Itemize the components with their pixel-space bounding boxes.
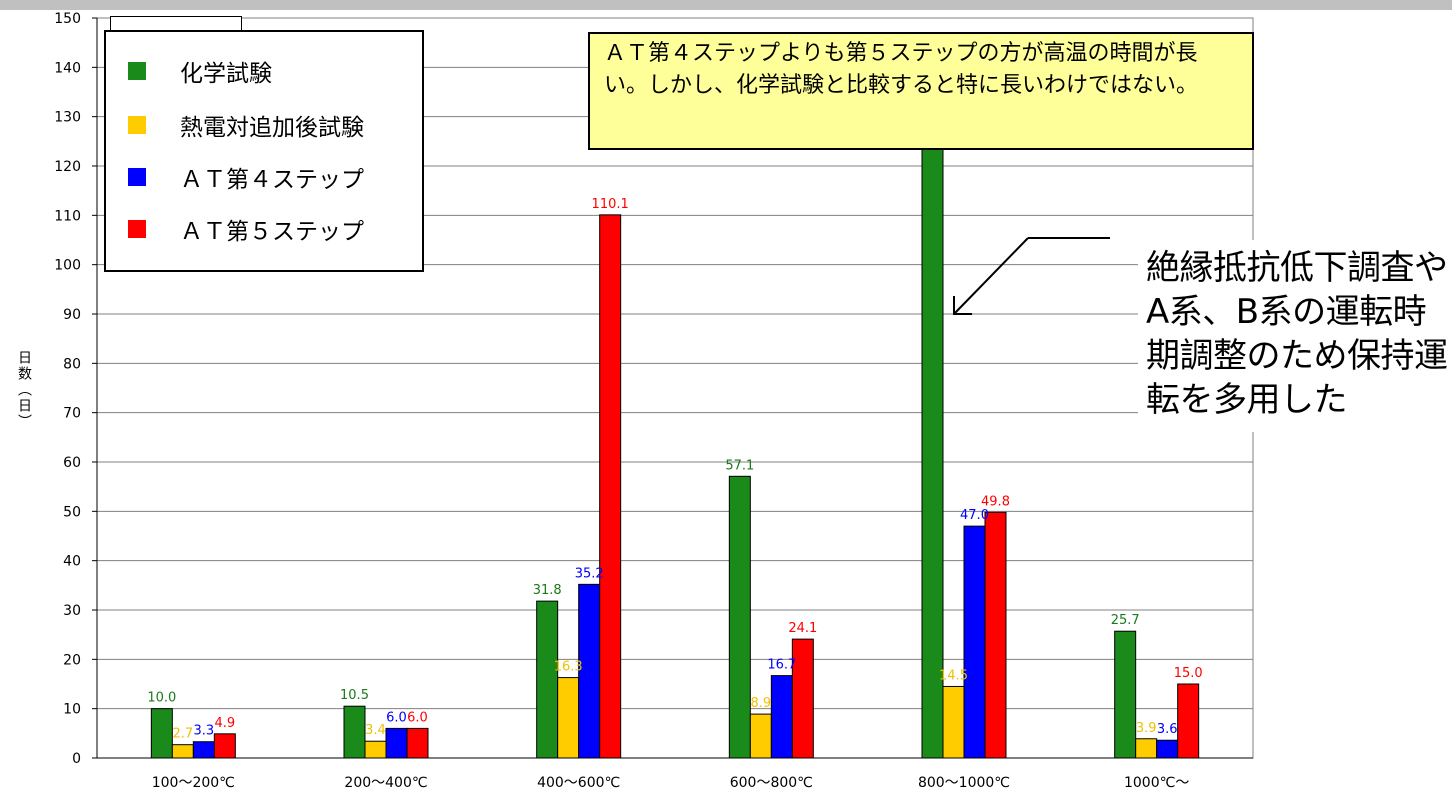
legend-swatch <box>128 220 146 238</box>
y-axis-ticks: 0 10 20 30 40 50 60 70 80 90 100 110 120 130 140 150 <box>54 11 97 767</box>
x-tick-label: 600～800℃ <box>730 775 813 791</box>
bar <box>1114 630 1137 759</box>
bar <box>406 727 429 759</box>
y-tick-label: 90 <box>63 307 81 323</box>
bar <box>1177 683 1200 759</box>
legend-label: 化学試験 <box>180 61 272 87</box>
legend-tab <box>110 16 242 32</box>
y-tick-label: 60 <box>63 455 81 471</box>
data-label: 16.7 <box>767 658 796 673</box>
bar <box>749 713 772 759</box>
x-tick-label: 800～1000℃ <box>918 775 1010 791</box>
data-label: 3.3 <box>193 724 214 739</box>
data-label: 110.1 <box>592 197 629 212</box>
x-tick-label: 400～600℃ <box>537 775 620 791</box>
y-tick-label: 30 <box>63 603 81 619</box>
data-label: 35.2 <box>575 566 604 581</box>
bar <box>942 685 965 759</box>
data-label: 49.8 <box>981 494 1010 509</box>
bar <box>963 525 986 759</box>
data-label: 3.9 <box>1136 721 1157 736</box>
y-tick-label: 110 <box>54 208 81 224</box>
arrow-line <box>953 237 1029 315</box>
data-label: 31.8 <box>533 583 562 598</box>
x-tick-label: 200～400℃ <box>344 775 427 791</box>
data-label: 10.5 <box>340 688 369 703</box>
legend-label: ＡＴ第５ステップ <box>180 219 364 245</box>
data-label: 14.5 <box>939 668 968 683</box>
y-tick-label: 0 <box>72 751 81 767</box>
data-label: 8.9 <box>750 696 771 711</box>
y-tick-label: 10 <box>63 702 81 718</box>
data-label: 3.6 <box>1157 722 1178 737</box>
arrow-head <box>953 296 972 315</box>
y-tick-label: 50 <box>63 504 81 520</box>
bar <box>1156 739 1179 759</box>
bar <box>791 638 814 759</box>
bar <box>171 744 194 759</box>
data-label: 25.7 <box>1111 613 1140 628</box>
legend-label: ＡＴ第４ステップ <box>180 167 364 193</box>
window-top-bar <box>0 0 1452 10</box>
data-label: 6.0 <box>386 710 407 725</box>
legend-swatch <box>128 168 146 186</box>
bar <box>385 727 408 759</box>
bar <box>599 214 622 759</box>
bar <box>1135 738 1158 759</box>
data-label: 4.9 <box>214 716 235 731</box>
y-tick-label: 150 <box>54 11 81 27</box>
side-note-annotation: 絶縁抵抗低下調査やA系、B系の運転時期調整のため保持運転を多用した <box>1138 240 1452 432</box>
legend: 化学試験 熱電対追加後試験 ＡＴ第４ステップ ＡＴ第５ステップ <box>104 30 424 272</box>
bar-labels: 10.02.7 3.34.910.53.46.0 6.031.816.335.211… <box>147 197 1202 742</box>
data-label: 47.0 <box>960 508 989 523</box>
legend-swatch <box>128 116 146 134</box>
y-tick-label: 100 <box>54 258 81 274</box>
bar <box>984 511 1007 759</box>
y-tick-label: 140 <box>54 60 81 76</box>
data-label: 10.0 <box>147 691 176 706</box>
legend-label: 熱電対追加後試験 <box>180 115 364 141</box>
data-label: 2.7 <box>172 727 193 742</box>
y-tick-label: 70 <box>63 406 81 422</box>
bars <box>150 135 1200 759</box>
legend-item-at-step4: ＡＴ第４ステップ <box>128 162 364 193</box>
bar <box>192 741 215 759</box>
bar <box>343 705 366 759</box>
x-tick-label: 100～200℃ <box>152 775 235 791</box>
x-tick-label: 1000℃～ <box>1124 775 1189 791</box>
y-axis-label: 日数（日） <box>16 350 32 430</box>
y-tick-label: 120 <box>54 159 81 175</box>
y-tick-label: 130 <box>54 110 81 126</box>
bar <box>921 135 944 759</box>
data-label: 24.1 <box>788 621 817 636</box>
bar <box>213 733 236 759</box>
data-label: 15.0 <box>1174 666 1203 681</box>
bar <box>557 677 580 759</box>
callout-annotation: ＡＴ第４ステップよりも第５ステップの方が高温の時間が長い。しかし、化学試験と比較… <box>588 32 1254 150</box>
y-tick-label: 20 <box>63 652 81 668</box>
data-label: 16.3 <box>554 660 583 675</box>
y-tick-label: 40 <box>63 554 81 570</box>
data-label: 6.0 <box>407 710 428 725</box>
bar <box>364 740 387 759</box>
legend-item-at-step5: ＡＴ第５ステップ <box>128 214 364 245</box>
bar <box>150 708 173 759</box>
legend-swatch <box>128 62 146 80</box>
data-label: 3.4 <box>365 723 386 738</box>
bar <box>536 600 559 759</box>
y-tick-label: 80 <box>63 356 81 372</box>
x-axis-ticks: 100～200℃ 200～400℃ 400～600℃ 600～800℃ 800～1000… <box>152 775 1190 791</box>
legend-item-chemical-test: 化学試験 <box>128 56 272 87</box>
legend-item-thermocouple-test: 熱電対追加後試験 <box>128 110 364 141</box>
data-label: 57.1 <box>725 458 754 473</box>
bar <box>728 475 751 759</box>
bar <box>770 675 793 759</box>
